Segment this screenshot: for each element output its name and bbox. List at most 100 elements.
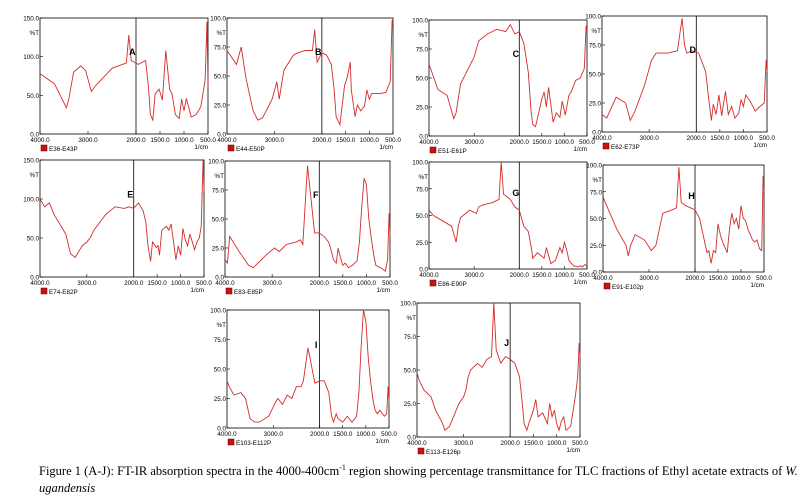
y-tick-label: 75.0 xyxy=(404,334,417,341)
panel-j: 0.0 25.0 50.0 75.0 100.0 %T 4000.0 3000.0 2000.0… xyxy=(400,301,588,457)
y-tick-label: 25.0 xyxy=(416,240,429,247)
x-tick-label: 1500.0 xyxy=(708,275,728,282)
legend-label: E103-E112P xyxy=(236,440,271,447)
panel-letter: G xyxy=(512,188,519,198)
y-tick-label: 25.0 xyxy=(214,103,227,110)
legend-swatch xyxy=(602,142,610,150)
y-tick-label: 50.0 xyxy=(416,213,429,220)
y-tick-label: 0.0 xyxy=(30,275,39,282)
x-tick-label: 1500.0 xyxy=(148,280,168,287)
legend-swatch xyxy=(429,146,437,154)
x-tick-label: 2000.0 xyxy=(510,272,530,279)
x-tick-label: 1500.0 xyxy=(150,137,170,144)
legend-label: E51-E61P xyxy=(438,148,467,155)
legend-label: E36-E43P xyxy=(49,146,78,153)
y-tick-label: 50.0 xyxy=(589,72,602,79)
x-tick-label: 1000.0 xyxy=(547,440,567,447)
spectrum-line xyxy=(224,165,391,272)
x-tick-label: 4000.0 xyxy=(407,440,427,447)
x-tick-label: 500.0 xyxy=(381,431,397,438)
x-tick-label: 2000.0 xyxy=(310,431,330,438)
y-tick-label: 0.0 xyxy=(419,267,428,274)
plot-frame xyxy=(39,159,205,278)
x-axis-label: 1/cm xyxy=(566,447,580,454)
plot-frame xyxy=(226,17,394,135)
panel-f: 0.0 25.0 50.0 75.0 100.0 %T 4000.0 3000.0 2000.0… xyxy=(208,159,398,297)
y-tick-label: 100.0 xyxy=(586,163,602,170)
spectrum-line xyxy=(226,20,394,127)
y-tick-label: 50.0 xyxy=(27,236,40,243)
x-tick-label: 500.0 xyxy=(759,135,775,142)
y-tick-label: 100.0 xyxy=(208,159,224,166)
x-tick-label: 4000.0 xyxy=(215,280,235,287)
x-tick-label: 1500.0 xyxy=(333,431,353,438)
x-tick-label: 4000.0 xyxy=(30,137,50,144)
x-tick-label: 1500.0 xyxy=(333,280,353,287)
y-tick-label: 50.0 xyxy=(404,368,417,375)
legend-label: E74-E82P xyxy=(49,289,78,296)
y-tick-label: 100.0 xyxy=(210,16,226,23)
x-tick-label: 2000.0 xyxy=(687,135,707,142)
panel-d: 0.0 25.0 50.0 75.0 100.0 %T 4000.0 3000.0 2000.0… xyxy=(585,14,775,152)
panel-letter: J xyxy=(504,338,509,348)
y-axis-label: %T xyxy=(217,30,227,37)
y-axis-label: %T xyxy=(593,177,603,184)
y-axis-label: %T xyxy=(419,174,429,181)
x-tick-label: 500.0 xyxy=(579,139,595,146)
spectrum-line xyxy=(428,161,588,268)
panel-a: 0.0 50.0 100.0 150.0 %T 4000.0 3000.0 2000.0 150… xyxy=(23,16,216,154)
x-tick-label: 500.0 xyxy=(385,137,401,144)
panel-c: 0.0 25.0 50.0 75.0 100.0 %T 4000.0 3000.0 2000.0… xyxy=(412,18,595,156)
x-tick-label: 500.0 xyxy=(579,272,595,279)
y-axis-label: %T xyxy=(217,322,227,329)
legend-label: E62-E73P xyxy=(611,144,640,151)
y-tick-label: 25.0 xyxy=(416,105,429,112)
legend-swatch xyxy=(429,279,437,287)
legend-swatch xyxy=(603,282,611,290)
y-tick-label: 50.0 xyxy=(416,76,429,83)
legend-label: E86-E90P xyxy=(438,281,467,288)
panel-i: 0.0 25.0 50.0 75.0 100.0 %T 4000.0 3000.0 2000.0… xyxy=(210,308,397,448)
y-tick-label: 0.0 xyxy=(217,426,226,433)
y-tick-label: 100.0 xyxy=(400,301,416,308)
x-tick-label: 4000.0 xyxy=(419,139,439,146)
plot-frame xyxy=(226,309,390,429)
x-tick-label: 3000.0 xyxy=(639,275,659,282)
caption-species: W. ugandensis xyxy=(39,464,798,496)
x-tick-label: 3000.0 xyxy=(454,440,474,447)
x-tick-label: 500.0 xyxy=(572,440,588,447)
y-axis-label: %T xyxy=(419,32,429,39)
panel-letter: E xyxy=(127,189,133,199)
legend-swatch xyxy=(227,144,235,152)
x-axis-label: 1/cm xyxy=(573,279,587,286)
x-axis-label: 1/cm xyxy=(573,146,587,153)
y-tick-label: 0.0 xyxy=(593,270,602,277)
legend-label: E44-E50P xyxy=(236,146,265,153)
plot-frame xyxy=(601,15,768,133)
x-tick-label: 1000.0 xyxy=(734,135,754,142)
legend-swatch xyxy=(225,287,233,295)
x-axis-label: 1/cm xyxy=(190,287,204,294)
legend-swatch xyxy=(40,287,48,295)
plot-frame xyxy=(602,164,765,273)
panel-letter: H xyxy=(688,191,695,201)
spectrum-line xyxy=(601,18,768,122)
x-tick-label: 1000.0 xyxy=(357,280,377,287)
x-tick-label: 3000.0 xyxy=(465,272,485,279)
y-tick-label: 75.0 xyxy=(212,188,225,195)
plot-frame xyxy=(428,19,588,137)
y-axis-label: %T xyxy=(30,30,40,37)
y-tick-label: 150.0 xyxy=(23,16,39,23)
x-tick-label: 4000.0 xyxy=(30,280,50,287)
legend-label: E113-E126p xyxy=(426,449,461,456)
x-tick-label: 1000.0 xyxy=(174,137,194,144)
y-axis-label: %T xyxy=(592,28,602,35)
x-tick-label: 2000.0 xyxy=(126,137,146,144)
panel-e: 0.0 50.0 100.0 150.0 %T 4000.0 3000.0 2000.0 150… xyxy=(23,158,212,297)
y-tick-label: 100.0 xyxy=(412,160,428,167)
legend-swatch xyxy=(417,447,425,455)
y-tick-label: 0.0 xyxy=(30,132,39,139)
y-tick-label: 0.0 xyxy=(217,132,226,139)
x-tick-label: 2000.0 xyxy=(312,137,332,144)
x-tick-label: 1500.0 xyxy=(336,137,356,144)
